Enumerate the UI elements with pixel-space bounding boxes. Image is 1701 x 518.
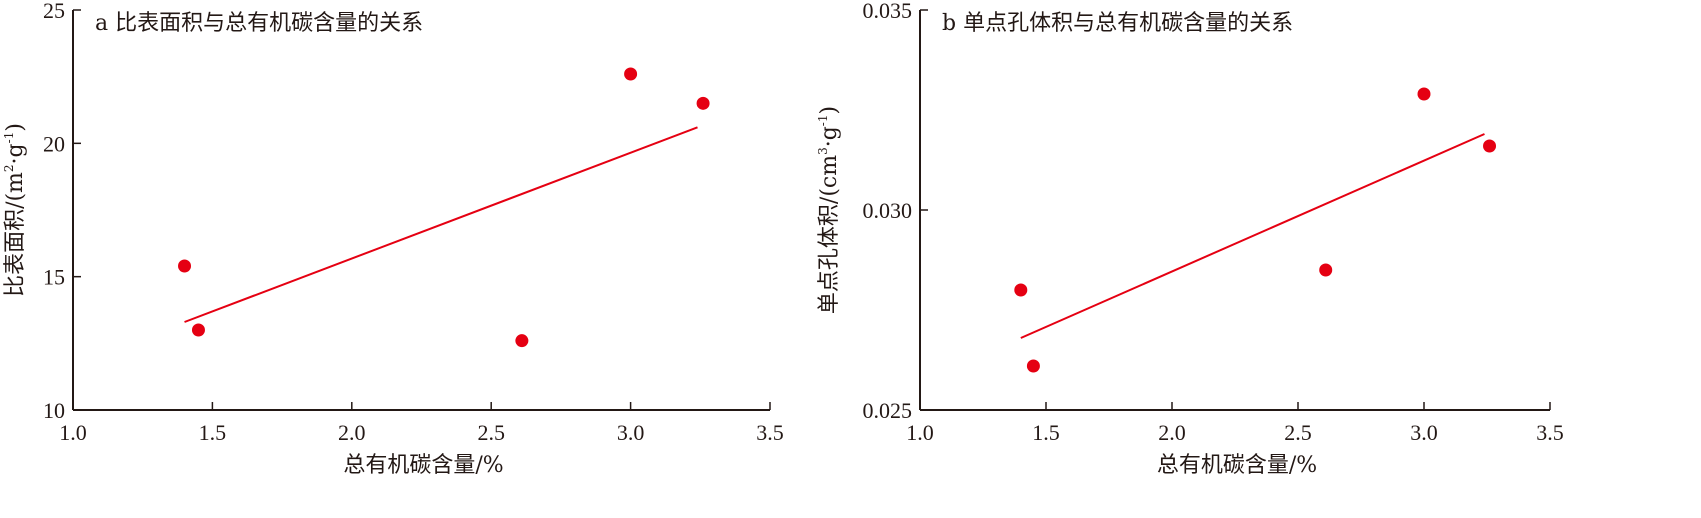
x-tick-label: 2.0: [1158, 420, 1186, 445]
x-tick-label: 3.5: [1536, 420, 1564, 445]
chart-title: b 单点孔体积与总有机碳含量的关系: [942, 11, 1293, 36]
x-tick-label: 1.0: [59, 420, 87, 445]
data-point: [1483, 139, 1497, 153]
x-axis-title: 总有机碳含量/%: [343, 453, 503, 478]
x-tick-label: 1.5: [1032, 420, 1060, 445]
data-point: [696, 96, 710, 110]
x-tick-label: 2.5: [477, 420, 505, 445]
data-point: [191, 323, 205, 337]
x-axis-title: 总有机碳含量/%: [1157, 453, 1317, 478]
trend-line: [184, 126, 698, 323]
chart-a: 1.0 1.5 2.0 2.5 3.0 3.5 10 15 20 25 a 比表面积与总有机碳含量的…: [2, 0, 784, 478]
chart-title: a 比表面积与总有机碳含量的关系: [95, 11, 423, 36]
x-tick-label: 3.5: [756, 420, 784, 445]
y-axis-title: 单点孔体积/(cm3·g-1): [816, 106, 842, 314]
data-point: [1319, 263, 1333, 277]
data-point: [1014, 283, 1028, 297]
data-point: [178, 259, 192, 273]
x-tick-label: 3.0: [1410, 420, 1438, 445]
data-point: [624, 67, 638, 81]
trend-line: [1020, 133, 1485, 339]
y-tick-label: 10: [43, 398, 65, 423]
y-axis-title: 比表面积/(m2·g-1): [2, 123, 28, 297]
y-tick-label: 20: [43, 131, 65, 156]
x-tick-label: 1.0: [906, 420, 934, 445]
data-point: [1417, 87, 1431, 101]
data-point: [1026, 359, 1040, 373]
x-tick-label: 2.5: [1284, 420, 1312, 445]
y-tick-label: 0.035: [863, 0, 913, 23]
y-tick-label: 0.025: [863, 398, 913, 423]
y-tick-label: 15: [43, 265, 65, 290]
y-tick-label: 0.030: [863, 198, 913, 223]
data-point: [515, 334, 529, 348]
x-tick-label: 3.0: [617, 420, 645, 445]
x-tick-label: 1.5: [199, 420, 227, 445]
chart-b: 1.0 1.5 2.0 2.5 3.0 3.5 0.025 0.030 0.035 b 单点孔体积…: [816, 0, 1564, 478]
y-tick-label: 25: [43, 0, 65, 23]
x-tick-label: 2.0: [338, 420, 366, 445]
